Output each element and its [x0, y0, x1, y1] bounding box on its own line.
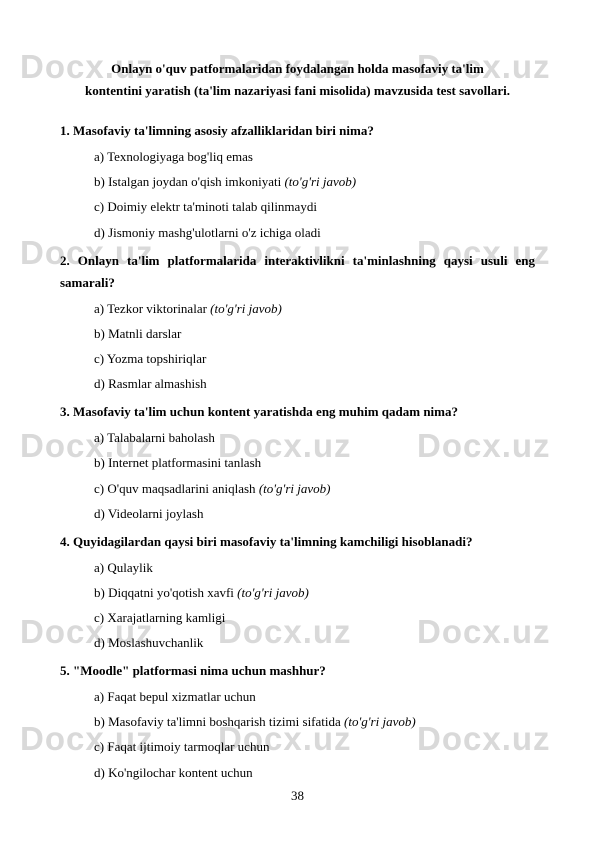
question-text: 2. Onlayn ta'lim platformalarida interak…: [60, 250, 535, 294]
option: a) Faqat bepul xizmatlar uchun: [60, 686, 535, 708]
option: c) Yozma topshiriqlar: [60, 348, 535, 370]
question-block: 3. Masofaviy ta'lim uchun kontent yarati…: [60, 401, 535, 524]
option: c) O'quv maqsadlarini aniqlash (to'g'ri …: [60, 478, 535, 500]
correct-label: (to'g'ri javob): [281, 174, 356, 189]
title-line-1: Onlayn o'quv patformalaridan foydalangan…: [60, 58, 535, 80]
option: d) Jismoniy mashg'ulotlarni o'z ichiga o…: [60, 222, 535, 244]
option: b) Masofaviy ta'limni boshqarish tizimi …: [60, 711, 535, 733]
title-line-2: kontentini yaratish (ta'lim nazariyasi f…: [60, 80, 535, 102]
option: b) Diqqatni yo'qotish xavfi (to'g'ri jav…: [60, 582, 535, 604]
question-text: 4. Quyidagilardan qaysi biri masofaviy t…: [60, 531, 535, 553]
option: b) Istalgan joydan o'qish imkoniyati (to…: [60, 171, 535, 193]
correct-label: (to'g'ri javob): [341, 714, 416, 729]
page-number: 38: [0, 788, 595, 804]
option: b) Matnli darslar: [60, 323, 535, 345]
question-text: 1. Masofaviy ta'limning asosiy afzallikl…: [60, 120, 535, 142]
document-title: Onlayn o'quv patformalaridan foydalangan…: [60, 58, 535, 102]
question-block: 1. Masofaviy ta'limning asosiy afzallikl…: [60, 120, 535, 243]
option: d) Ko'ngilochar kontent uchun: [60, 762, 535, 784]
option: b) Internet platformasini tanlash: [60, 452, 535, 474]
correct-label: (to'g'ri javob): [256, 481, 331, 496]
questions-container: 1. Masofaviy ta'limning asosiy afzallikl…: [60, 120, 535, 783]
option: a) Qulaylik: [60, 557, 535, 579]
option: a) Texnologiyaga bog'liq emas: [60, 146, 535, 168]
question-block: 2. Onlayn ta'lim platformalarida interak…: [60, 250, 535, 396]
correct-label: (to'g'ri javob): [234, 585, 309, 600]
option: a) Talabalarni baholash: [60, 427, 535, 449]
option-text: b) Masofaviy ta'limni boshqarish tizimi …: [94, 714, 341, 729]
option: a) Tezkor viktorinalar (to'g'ri javob): [60, 298, 535, 320]
option-text: c) O'quv maqsadlarini aniqlash: [94, 481, 256, 496]
option: d) Rasmlar almashish: [60, 373, 535, 395]
option-text: a) Tezkor viktorinalar: [94, 301, 207, 316]
option: d) Videolarni joylash: [60, 503, 535, 525]
question-block: 4. Quyidagilardan qaysi biri masofaviy t…: [60, 531, 535, 654]
option-text: b) Diqqatni yo'qotish xavfi: [94, 585, 234, 600]
option: c) Xarajatlarning kamligi: [60, 607, 535, 629]
option-text: b) Istalgan joydan o'qish imkoniyati: [94, 174, 281, 189]
question-text: 3. Masofaviy ta'lim uchun kontent yarati…: [60, 401, 535, 423]
question-block: 5. "Moodle" platformasi nima uchun mashh…: [60, 660, 535, 783]
question-text: 5. "Moodle" platformasi nima uchun mashh…: [60, 660, 535, 682]
document-content: Onlayn o'quv patformalaridan foydalangan…: [0, 0, 595, 784]
correct-label: (to'g'ri javob): [207, 301, 282, 316]
option: d) Moslashuvchanlik: [60, 632, 535, 654]
option: c) Doimiy elektr ta'minoti talab qilinma…: [60, 196, 535, 218]
option: c) Faqat ijtimoiy tarmoqlar uchun: [60, 736, 535, 758]
